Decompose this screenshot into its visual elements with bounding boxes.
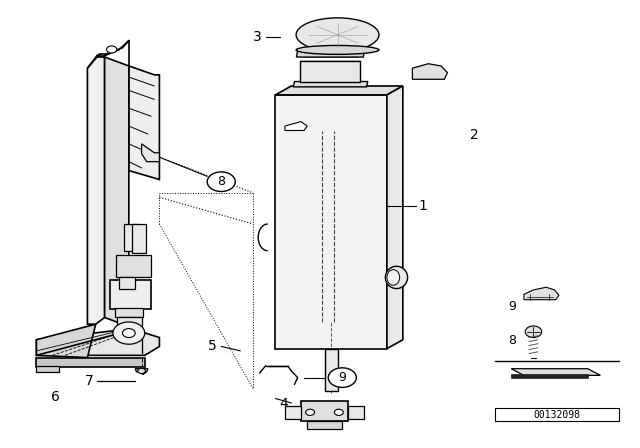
Text: 9: 9 <box>508 300 516 313</box>
Polygon shape <box>300 61 360 82</box>
Ellipse shape <box>296 18 379 52</box>
Circle shape <box>106 46 116 53</box>
Ellipse shape <box>387 270 399 285</box>
Polygon shape <box>275 95 387 349</box>
Polygon shape <box>412 64 447 79</box>
Bar <box>109 280 151 309</box>
Circle shape <box>122 329 135 337</box>
Text: 5: 5 <box>208 340 217 353</box>
Polygon shape <box>296 50 365 57</box>
Text: 00132098: 00132098 <box>534 409 580 420</box>
Bar <box>307 421 342 429</box>
Polygon shape <box>275 86 403 95</box>
Circle shape <box>334 409 343 415</box>
Text: 9: 9 <box>339 371 346 384</box>
Bar <box>119 277 135 289</box>
Polygon shape <box>511 374 588 378</box>
Text: 4: 4 <box>280 397 288 411</box>
Circle shape <box>138 368 145 374</box>
Polygon shape <box>36 324 96 358</box>
Bar <box>117 317 141 327</box>
Bar <box>324 349 337 391</box>
Text: 6: 6 <box>51 390 60 404</box>
Bar <box>285 405 301 419</box>
Bar <box>132 224 146 253</box>
Text: 2: 2 <box>470 128 479 142</box>
Circle shape <box>306 409 315 415</box>
Polygon shape <box>129 66 159 180</box>
Polygon shape <box>88 57 104 324</box>
Bar <box>495 408 620 421</box>
Circle shape <box>525 326 541 337</box>
Ellipse shape <box>296 45 379 54</box>
Text: 3: 3 <box>253 30 261 44</box>
Polygon shape <box>36 331 159 355</box>
Polygon shape <box>285 121 307 130</box>
Bar <box>115 308 143 318</box>
Bar <box>36 366 59 372</box>
Text: 7: 7 <box>85 374 94 388</box>
Bar <box>124 224 138 251</box>
Polygon shape <box>135 369 148 375</box>
Bar <box>348 405 364 419</box>
Polygon shape <box>387 86 403 349</box>
Polygon shape <box>511 369 600 375</box>
Bar <box>301 401 348 421</box>
Bar <box>116 255 151 277</box>
Text: 8: 8 <box>217 175 225 188</box>
Circle shape <box>113 322 145 344</box>
Text: 1: 1 <box>419 199 428 213</box>
Polygon shape <box>293 82 368 87</box>
Ellipse shape <box>385 266 408 289</box>
Circle shape <box>207 172 236 191</box>
Circle shape <box>328 368 356 388</box>
Polygon shape <box>524 287 559 300</box>
Polygon shape <box>36 358 145 367</box>
Polygon shape <box>104 57 129 327</box>
Text: 8: 8 <box>508 334 516 347</box>
Polygon shape <box>141 144 159 162</box>
